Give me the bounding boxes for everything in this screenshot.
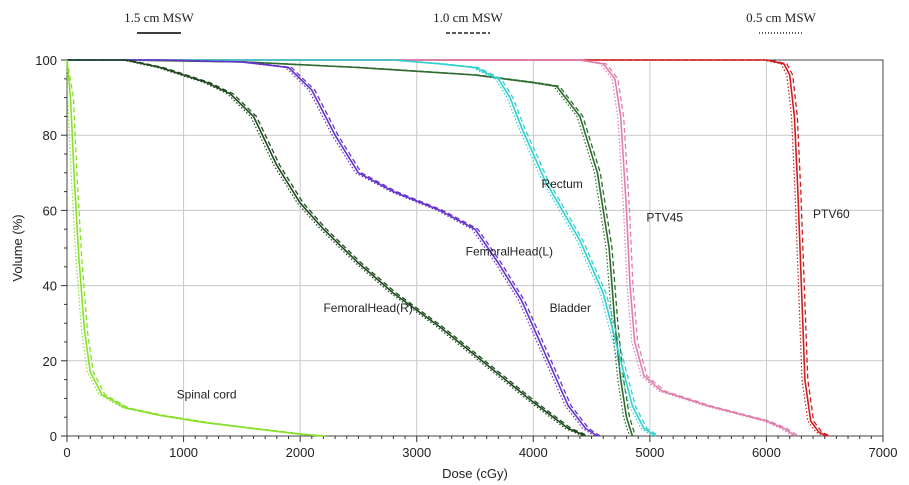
series-line-ptv45-solid <box>67 59 797 437</box>
series-line-femoralhead-l--dashed <box>67 59 601 437</box>
series-line-ptv60-dotted <box>67 59 825 437</box>
series-line-spinal-cord-dashed <box>66 59 327 437</box>
legend: 1.5 cm MSW 1.0 cm MSW 0.5 cm MSW <box>124 10 817 34</box>
series-line-ptv45-dotted <box>67 59 794 437</box>
curve-label-ptv60: PTV60 <box>813 207 850 221</box>
series-line-femoralhead-l--solid <box>67 59 598 437</box>
y-tick-label: 60 <box>43 203 57 218</box>
curve-label-spinal-cord: Spinal cord <box>177 387 237 401</box>
series-line-bladder-dotted <box>67 59 654 437</box>
y-tick-label: 40 <box>43 279 57 294</box>
x-tick-label: 7000 <box>869 445 898 460</box>
series-line-bladder-solid <box>67 59 657 437</box>
legend-label-dotted: 0.5 cm MSW <box>746 10 816 25</box>
series-line-bladder-dashed <box>67 59 659 437</box>
series <box>66 59 831 437</box>
axis-ticks: 0 1000 2000 3000 4000 5000 6000 7000 0 20 40 60 80 10… <box>35 53 897 460</box>
series-line-femoralhead-r--solid <box>67 59 587 437</box>
curve-label-bladder: Bladder <box>550 301 591 315</box>
curve-label-rectum: Rectum <box>541 177 582 191</box>
legend-label-dashed: 1.0 cm MSW <box>433 10 503 25</box>
y-axis-title: Volume (%) <box>10 214 25 281</box>
x-tick-label: 0 <box>63 445 70 460</box>
curve-label-femoralhead-l-: FemoralHead(L) <box>466 245 553 259</box>
series-line-femoralhead-r--dotted <box>67 59 584 437</box>
series-line-spinal-cord-solid <box>66 59 324 437</box>
y-tick-label: 0 <box>50 429 57 444</box>
series-line-rectum-dashed <box>67 59 636 437</box>
series-line-spinal-cord-dotted <box>66 59 321 437</box>
y-tick-label: 100 <box>35 53 57 68</box>
x-tick-label: 4000 <box>519 445 548 460</box>
x-tick-label: 5000 <box>635 445 664 460</box>
legend-label-solid: 1.5 cm MSW <box>124 10 194 25</box>
x-tick-label: 6000 <box>752 445 781 460</box>
y-tick-label: 80 <box>43 128 57 143</box>
x-tick-label: 1000 <box>169 445 198 460</box>
x-tick-label: 3000 <box>402 445 431 460</box>
curve-label-femoralhead-r-: FemoralHead(R) <box>323 301 412 315</box>
series-line-ptv45-dashed <box>67 59 799 437</box>
series-line-femoralhead-r--dashed <box>67 59 589 437</box>
curve-labels: PTV60 PTV45 Rectum Bladder FemoralHead(L) Fem… <box>177 177 850 402</box>
curve-label-ptv45: PTV45 <box>646 211 683 225</box>
series-line-ptv60-dashed <box>67 59 831 437</box>
y-tick-label: 20 <box>43 354 57 369</box>
x-axis-title: Dose (cGy) <box>442 466 508 481</box>
x-tick-label: 2000 <box>286 445 315 460</box>
series-line-femoralhead-l--dotted <box>67 59 595 437</box>
series-line-ptv60-solid <box>67 59 828 437</box>
